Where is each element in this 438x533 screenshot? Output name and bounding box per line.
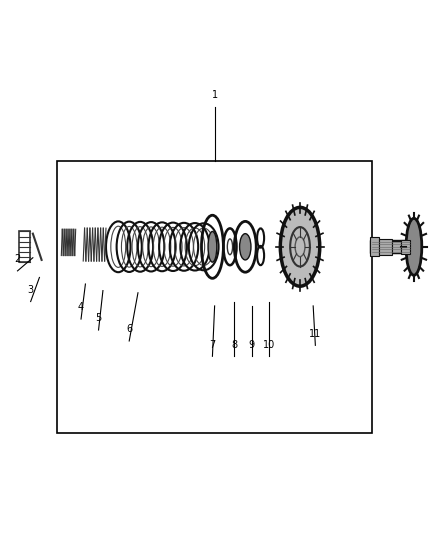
Text: 6: 6 bbox=[126, 325, 132, 334]
Text: 3: 3 bbox=[28, 285, 34, 295]
Bar bbox=[401, 240, 410, 254]
Text: 4: 4 bbox=[78, 303, 84, 312]
Ellipse shape bbox=[280, 207, 320, 286]
Bar bbox=[370, 240, 420, 253]
Bar bbox=[57, 161, 372, 433]
Text: 5: 5 bbox=[95, 313, 102, 324]
Bar bbox=[370, 237, 379, 256]
Text: 1: 1 bbox=[212, 90, 218, 100]
Text: 10: 10 bbox=[263, 340, 276, 350]
Ellipse shape bbox=[208, 231, 217, 262]
Bar bbox=[18, 231, 30, 262]
Text: 9: 9 bbox=[249, 340, 255, 350]
Bar bbox=[379, 239, 392, 255]
Ellipse shape bbox=[240, 233, 251, 260]
Ellipse shape bbox=[406, 219, 422, 275]
Text: 7: 7 bbox=[209, 340, 215, 350]
Bar bbox=[392, 241, 401, 253]
Text: 11: 11 bbox=[309, 329, 321, 339]
Text: 2: 2 bbox=[14, 254, 21, 264]
Text: 8: 8 bbox=[231, 340, 237, 350]
